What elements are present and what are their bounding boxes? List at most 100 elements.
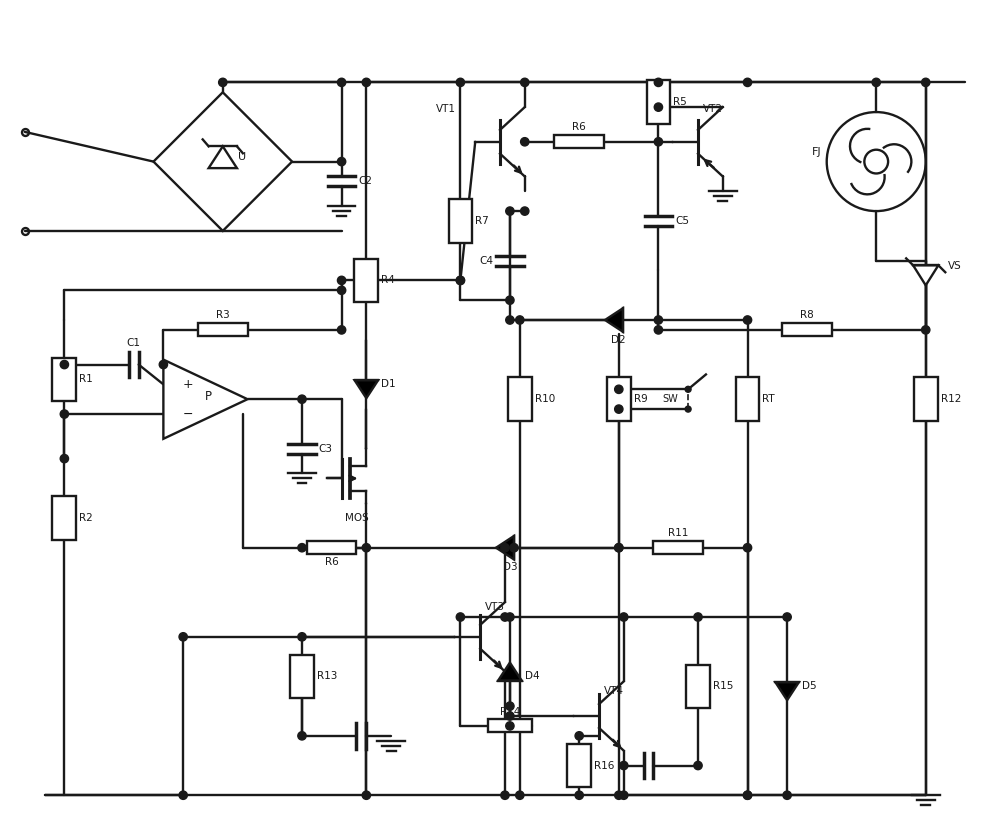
Circle shape (506, 315, 514, 324)
Text: SW: SW (662, 394, 678, 404)
Bar (567, 743, 591, 787)
Circle shape (362, 791, 370, 800)
Polygon shape (355, 380, 378, 399)
Text: R7: R7 (475, 216, 489, 226)
Circle shape (922, 326, 930, 334)
Circle shape (506, 711, 514, 720)
Circle shape (506, 296, 514, 305)
Circle shape (337, 326, 346, 334)
Circle shape (506, 722, 514, 730)
Text: U: U (238, 152, 246, 162)
Text: R14: R14 (500, 706, 520, 717)
Text: R12: R12 (941, 394, 961, 404)
Circle shape (337, 158, 346, 166)
Text: R1: R1 (79, 374, 93, 384)
Text: R6: R6 (325, 557, 339, 567)
Text: R6: R6 (572, 122, 586, 133)
Text: C1: C1 (127, 338, 141, 347)
Circle shape (516, 315, 524, 324)
Text: FJ: FJ (812, 147, 822, 157)
Text: D5: D5 (802, 681, 816, 691)
Circle shape (620, 612, 628, 621)
Circle shape (521, 78, 529, 86)
Bar (290, 654, 314, 698)
Circle shape (615, 544, 623, 552)
Circle shape (743, 544, 752, 552)
Circle shape (685, 406, 691, 412)
Text: R15: R15 (713, 681, 733, 691)
Text: R3: R3 (216, 310, 230, 320)
Text: R2: R2 (79, 513, 93, 523)
Circle shape (521, 138, 529, 146)
Circle shape (654, 326, 663, 334)
Circle shape (694, 761, 702, 769)
Text: R11: R11 (668, 529, 688, 539)
Circle shape (501, 791, 509, 800)
Text: C3: C3 (319, 444, 333, 454)
Circle shape (60, 455, 69, 463)
Circle shape (337, 286, 346, 294)
Text: R8: R8 (800, 310, 814, 320)
Polygon shape (153, 92, 292, 231)
Polygon shape (496, 536, 514, 560)
Circle shape (298, 395, 306, 404)
Text: R16: R16 (594, 760, 614, 770)
Text: R13: R13 (317, 671, 337, 681)
Bar (449, 199, 472, 242)
Circle shape (179, 633, 187, 641)
Circle shape (159, 361, 168, 368)
Text: R9: R9 (634, 394, 647, 404)
Circle shape (615, 405, 623, 414)
Text: R5: R5 (673, 97, 687, 107)
Circle shape (872, 78, 880, 86)
Circle shape (298, 544, 306, 552)
Text: D4: D4 (525, 671, 539, 681)
Circle shape (456, 78, 465, 86)
Bar (647, 81, 670, 124)
Circle shape (575, 732, 583, 740)
Text: C5: C5 (675, 216, 689, 226)
Bar (914, 378, 938, 421)
Circle shape (783, 791, 791, 800)
Circle shape (298, 732, 306, 740)
Bar (354, 258, 378, 302)
Circle shape (620, 761, 628, 769)
Bar (52, 357, 76, 401)
Circle shape (506, 702, 514, 711)
Bar (782, 324, 832, 336)
Circle shape (654, 315, 663, 324)
Circle shape (506, 612, 514, 621)
Text: VT2: VT2 (703, 104, 723, 114)
Polygon shape (913, 265, 938, 285)
Bar (508, 378, 532, 421)
Circle shape (60, 410, 69, 418)
Circle shape (362, 544, 370, 552)
Circle shape (694, 612, 702, 621)
Text: VT1: VT1 (436, 104, 456, 114)
Circle shape (922, 78, 930, 86)
Text: R4: R4 (381, 275, 395, 285)
Circle shape (521, 207, 529, 216)
Bar (736, 378, 759, 421)
Circle shape (615, 544, 623, 552)
Circle shape (685, 386, 691, 393)
Bar (307, 541, 356, 554)
Circle shape (179, 791, 187, 800)
Circle shape (501, 544, 509, 552)
Circle shape (501, 612, 509, 621)
Text: D1: D1 (381, 379, 396, 389)
Circle shape (575, 791, 583, 800)
Polygon shape (775, 682, 799, 701)
Text: VT4: VT4 (604, 686, 624, 696)
Polygon shape (163, 360, 248, 439)
Circle shape (362, 78, 370, 86)
Text: −: − (183, 408, 193, 420)
Text: C2: C2 (358, 176, 372, 186)
Circle shape (456, 276, 465, 284)
Circle shape (743, 315, 752, 324)
Circle shape (615, 385, 623, 393)
Circle shape (743, 791, 752, 800)
Text: D3: D3 (503, 562, 517, 572)
Text: VT3: VT3 (485, 602, 505, 612)
Circle shape (456, 276, 465, 284)
